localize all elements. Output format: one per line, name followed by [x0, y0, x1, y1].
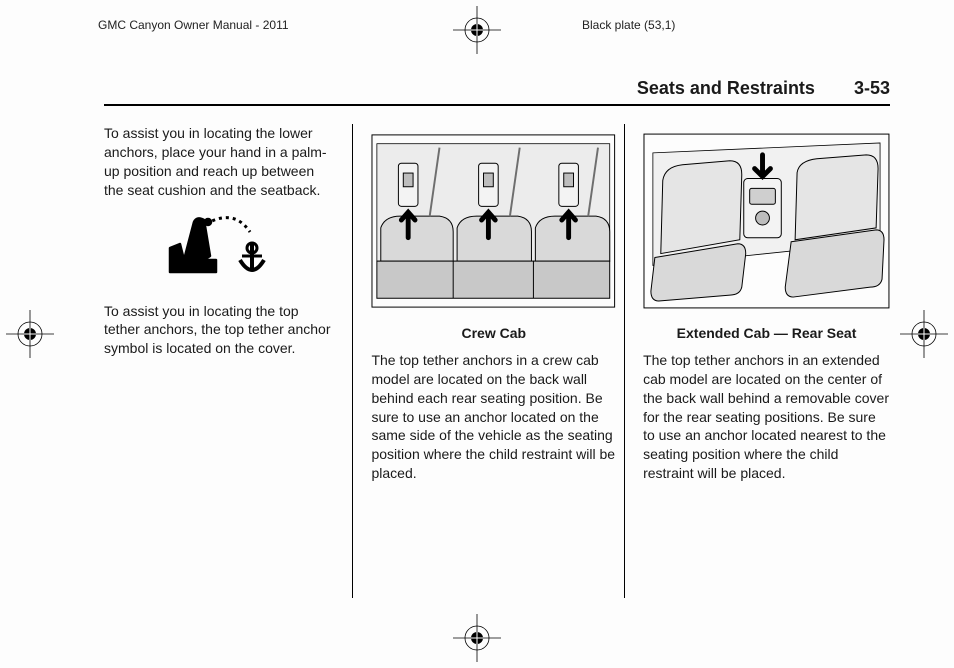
col2-caption: Crew Cab	[371, 324, 616, 343]
column-2: Crew Cab The top tether anchors in a cre…	[352, 124, 624, 598]
col1-paragraph-2: To assist you in locating the top tether…	[104, 302, 334, 359]
tether-symbol-illustration	[104, 210, 334, 288]
col1-paragraph-1: To assist you in locating the lower anch…	[104, 124, 334, 200]
column-3: Extended Cab — Rear Seat The top tether …	[624, 124, 890, 598]
page-root: GMC Canyon Owner Manual - 2011 Black pla…	[0, 0, 954, 668]
col3-caption: Extended Cab — Rear Seat	[643, 324, 890, 343]
header-plate-info: Black plate (53,1)	[582, 18, 675, 32]
registration-mark-bottom	[453, 614, 501, 662]
col3-paragraph-1: The top tether anchors in an extended ca…	[643, 351, 890, 483]
extended-cab-illustration	[643, 132, 890, 310]
column-1: To assist you in locating the lower anch…	[104, 124, 352, 598]
header-manual-title: GMC Canyon Owner Manual - 2011	[98, 18, 289, 32]
registration-mark-left	[6, 310, 54, 358]
body-columns: To assist you in locating the lower anch…	[104, 124, 890, 598]
col2-paragraph-1: The top tether anchors in a crew cab mod…	[371, 351, 616, 483]
registration-mark-right	[900, 310, 948, 358]
section-title: Seats and Restraints	[637, 78, 815, 98]
print-header: GMC Canyon Owner Manual - 2011 Black pla…	[0, 18, 954, 42]
page-number: 3-53	[854, 78, 890, 98]
crew-cab-illustration	[371, 132, 616, 310]
running-head: Seats and Restraints 3-53	[104, 78, 890, 99]
header-rule	[104, 104, 890, 106]
